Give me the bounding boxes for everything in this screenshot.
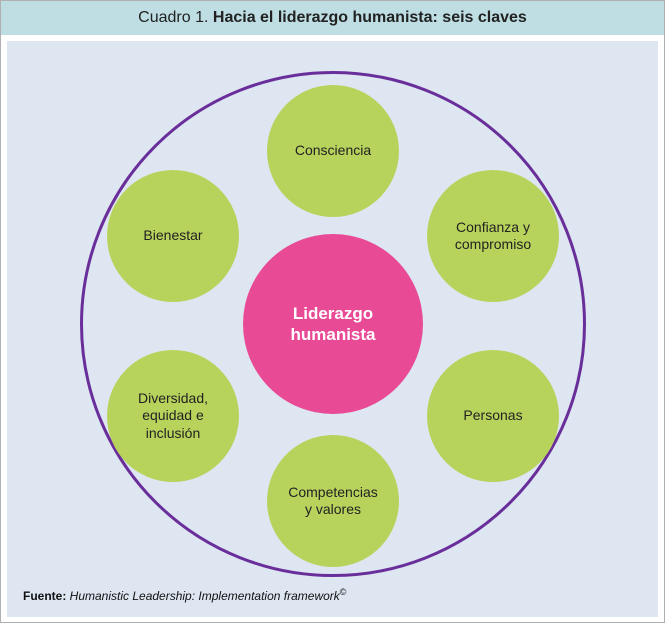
outer-node-label: Personas xyxy=(463,407,522,425)
center-node: Liderazgohumanista xyxy=(243,234,423,414)
title-prefix: Cuadro 1. xyxy=(138,9,213,26)
outer-node-label: Consciencia xyxy=(295,142,371,160)
outer-node-label: Diversidad,equidad einclusión xyxy=(138,390,208,443)
source-sup: © xyxy=(340,587,347,597)
source-text: Humanistic Leadership: Implementation fr… xyxy=(70,589,340,603)
outer-node-0: Consciencia xyxy=(267,85,399,217)
outer-node-label: Competenciasy valores xyxy=(288,484,378,519)
title-bar: Cuadro 1. Hacia el liderazgo humanista: … xyxy=(1,1,664,35)
outer-node-2: Personas xyxy=(427,350,559,482)
center-label: Liderazgohumanista xyxy=(290,303,375,346)
outer-node-4: Diversidad,equidad einclusión xyxy=(107,350,239,482)
outer-node-label: Confianza ycompromiso xyxy=(455,219,531,254)
outer-node-5: Bienestar xyxy=(107,170,239,302)
outer-node-1: Confianza ycompromiso xyxy=(427,170,559,302)
outer-node-3: Competenciasy valores xyxy=(267,435,399,567)
title-bold: Hacia el liderazgo humanista: seis clave… xyxy=(213,9,527,26)
diagram-area: Liderazgohumanista Consciencia Confianza … xyxy=(7,41,658,617)
source-label: Fuente: xyxy=(23,589,70,603)
outer-node-label: Bienestar xyxy=(143,227,202,245)
source-line: Fuente: Humanistic Leadership: Implement… xyxy=(23,587,346,603)
